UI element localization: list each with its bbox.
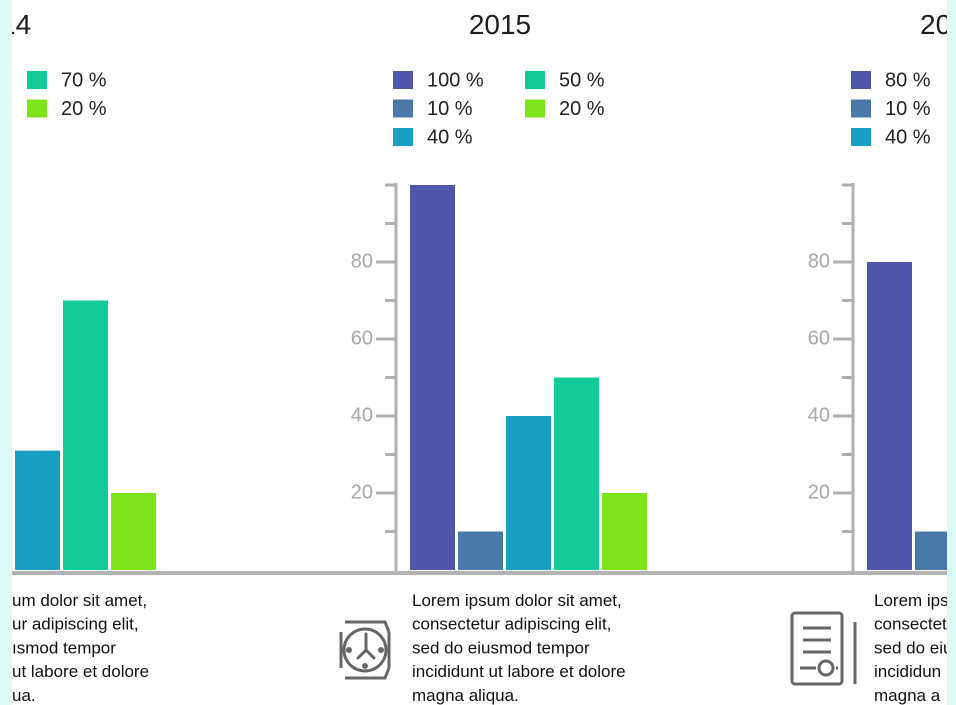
legend-label: 20 % bbox=[61, 98, 107, 120]
chart-title: 2015 bbox=[469, 9, 531, 40]
legend-swatch bbox=[27, 99, 47, 118]
caption-line: sed do eiusmod tempor bbox=[412, 638, 590, 657]
bar bbox=[15, 450, 60, 570]
y-tick-label: 20 bbox=[351, 481, 373, 503]
legend-swatch bbox=[851, 99, 871, 118]
caption-line: magna a bbox=[874, 686, 941, 705]
bar bbox=[867, 262, 912, 570]
clock-icon bbox=[339, 620, 391, 680]
bar bbox=[111, 493, 156, 570]
legend-label: 70 % bbox=[61, 69, 107, 91]
edge-strip-right bbox=[947, 0, 956, 705]
edge-strip-left bbox=[0, 0, 12, 705]
y-tick-label: 80 bbox=[808, 250, 830, 272]
legend-label: 40 % bbox=[427, 126, 473, 148]
baseline bbox=[12, 571, 947, 575]
document-icon bbox=[790, 611, 857, 686]
caption-line: Lorem ips bbox=[874, 591, 949, 610]
bar bbox=[554, 377, 599, 570]
legend-swatch bbox=[851, 71, 871, 89]
caption-line: um dolor sit amet, bbox=[12, 591, 147, 610]
bar bbox=[410, 185, 455, 570]
caption-line: ur adipiscing elit, bbox=[12, 615, 139, 634]
legend-swatch bbox=[393, 128, 413, 146]
caption-line: consectet bbox=[874, 615, 947, 634]
legend-label: 50 % bbox=[559, 69, 605, 91]
bar bbox=[506, 416, 551, 570]
caption-line: Lorem ipsum dolor sit amet, bbox=[412, 591, 622, 610]
caption-line: ua. bbox=[12, 686, 36, 705]
legend-label: 80 % bbox=[885, 69, 931, 91]
legend-label: 40 % bbox=[885, 126, 931, 148]
y-tick-label: 60 bbox=[808, 327, 830, 349]
caption-line: consectetur adipiscing elit, bbox=[412, 615, 611, 634]
legend-label: 20 % bbox=[559, 98, 605, 120]
legend-swatch bbox=[525, 71, 545, 89]
caption-line: magna aliqua. bbox=[412, 686, 519, 705]
caption-line: incididun bbox=[874, 662, 941, 681]
bar bbox=[602, 493, 647, 570]
legend-label: 10 % bbox=[885, 98, 931, 120]
bar bbox=[458, 531, 503, 570]
caption-line: sed do eiu bbox=[874, 638, 952, 657]
chart-title: 20 bbox=[920, 9, 951, 40]
y-tick-label: 80 bbox=[351, 250, 373, 272]
bar bbox=[63, 300, 108, 570]
legend-swatch bbox=[851, 128, 871, 146]
legend-swatch bbox=[393, 71, 413, 89]
caption-line: ısmod tempor bbox=[12, 638, 116, 657]
y-tick-label: 20 bbox=[808, 481, 830, 503]
legend-swatch bbox=[27, 71, 47, 89]
caption-line: ut labore et dolore bbox=[12, 662, 149, 681]
legend-label: 100 % bbox=[427, 69, 484, 91]
caption-line: incididunt ut labore et dolore bbox=[412, 662, 626, 681]
y-tick-label: 40 bbox=[808, 404, 830, 426]
legend-label: 10 % bbox=[427, 98, 473, 120]
y-tick-label: 40 bbox=[351, 404, 373, 426]
y-tick-label: 60 bbox=[351, 327, 373, 349]
legend-swatch bbox=[525, 99, 545, 118]
legend-swatch bbox=[393, 99, 413, 118]
